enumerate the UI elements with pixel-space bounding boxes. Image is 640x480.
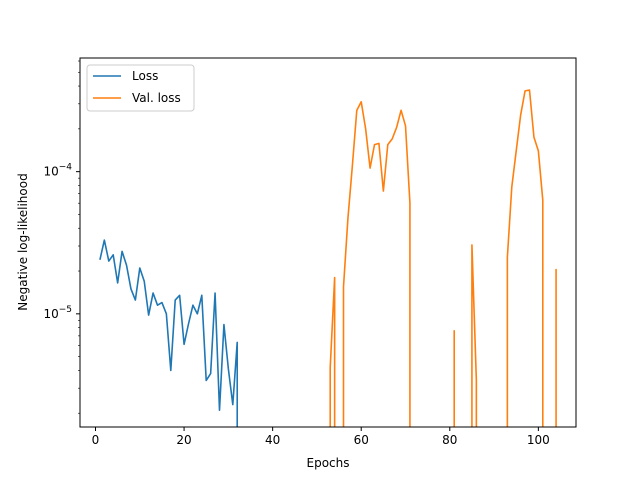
- y-axis-label: Negative log-likelihood: [16, 173, 30, 310]
- x-tick-label: 0: [92, 433, 100, 447]
- legend: Loss Val. loss: [86, 64, 195, 112]
- y-tick-label: 10−5: [43, 305, 72, 321]
- x-axis: 0 20 40 60 80 100: [92, 427, 550, 447]
- series-line-val-loss: [471, 244, 478, 427]
- x-tick-label: 40: [265, 433, 280, 447]
- legend-label-val-loss: Val. loss: [132, 91, 181, 105]
- x-axis-label: Epochs: [307, 456, 350, 470]
- y-tick-label: 10−4: [43, 163, 72, 179]
- series-layer: [99, 89, 557, 427]
- x-tick-label: 80: [442, 433, 457, 447]
- series-line-loss: [99, 239, 239, 427]
- y-axis: 10−5 10−4: [43, 60, 80, 414]
- x-tick-label: 20: [176, 433, 191, 447]
- series-line-val-loss: [506, 89, 544, 427]
- series-line-val-loss: [342, 100, 411, 427]
- plot-frame: [79, 57, 577, 428]
- legend-label-loss: Loss: [132, 69, 158, 83]
- x-tick-label: 100: [527, 433, 550, 447]
- x-tick-label: 60: [354, 433, 369, 447]
- series-line-val-loss: [329, 276, 336, 427]
